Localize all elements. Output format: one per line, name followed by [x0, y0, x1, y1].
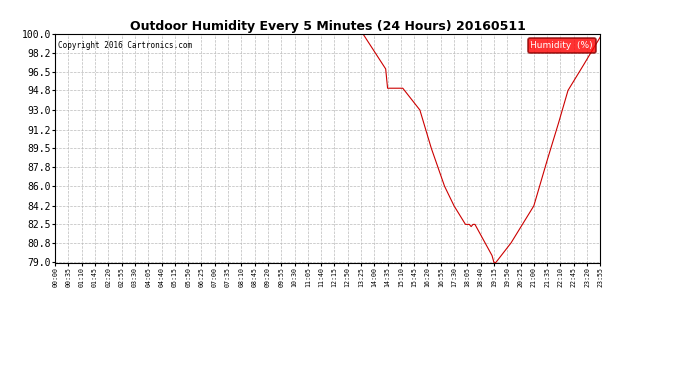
- Title: Outdoor Humidity Every 5 Minutes (24 Hours) 20160511: Outdoor Humidity Every 5 Minutes (24 Hou…: [130, 20, 526, 33]
- Legend: Humidity  (%): Humidity (%): [528, 38, 595, 53]
- Text: Copyright 2016 Cartronics.com: Copyright 2016 Cartronics.com: [58, 40, 192, 50]
